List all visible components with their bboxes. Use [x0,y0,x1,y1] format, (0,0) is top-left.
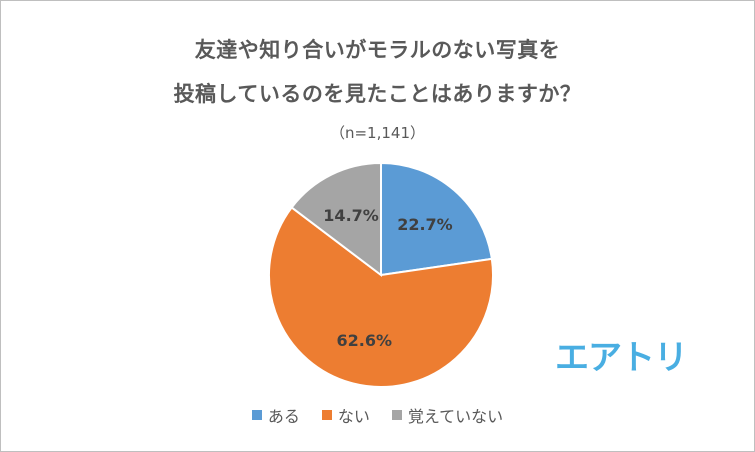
legend-label-1: ない [337,407,370,426]
airtrip-logo: エアトリ [555,338,688,378]
legend-item-2: 覚えていない [391,403,504,427]
legend-swatch-1 [321,410,332,420]
chart-title-line1: 友達や知り合いがモラルのない写真を [194,38,561,62]
legend-label-0: ある [267,407,300,426]
pie-slice-1 [268,206,494,388]
legend-swatch-2 [391,410,402,420]
chart-title-line2: 投稿しているのを見たことはありますか？ [173,82,582,106]
legend-item-1: ない [321,403,370,427]
pie-slice-2 [290,161,382,278]
chart-legend: ある ない 覚えていない [0,403,755,427]
legend-item-0: ある [251,403,300,427]
legend-label-2: 覚えていない [407,407,504,426]
pie-slice-label-0: 22.7% [397,215,453,234]
chart-subtitle: （n=1,141） [329,124,426,142]
pie-slice-label-1: 62.6% [337,331,393,350]
pie-slice-label-2: 14.7% [323,206,379,225]
pie-slice-0 [380,161,493,277]
legend-swatch-0 [251,410,262,420]
